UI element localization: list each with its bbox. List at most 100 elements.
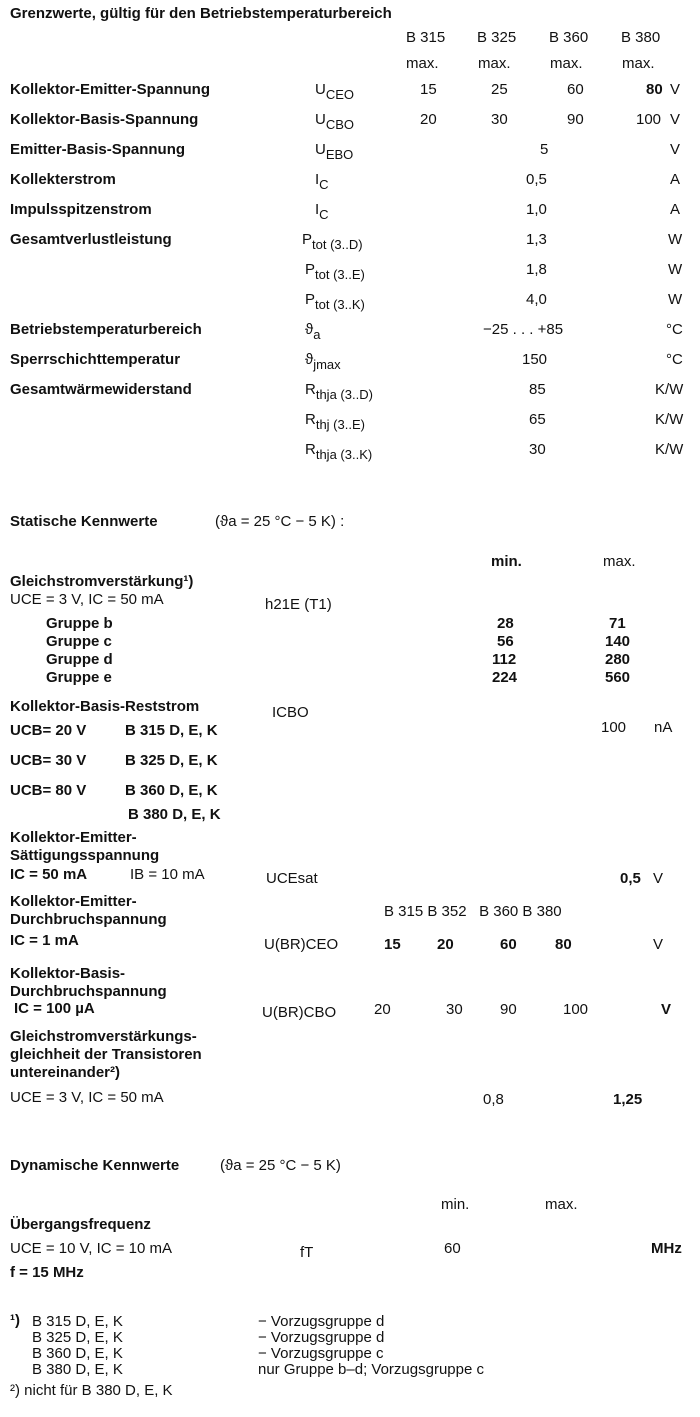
unit: V — [653, 936, 664, 953]
value: 112 — [492, 651, 517, 668]
param-symbol: UCEO — [315, 81, 355, 102]
param-symbol: ICBO — [272, 704, 309, 721]
unit: nA — [654, 719, 673, 736]
value: 0,8 — [483, 1091, 504, 1108]
condition: UCB= 20 V — [10, 722, 87, 739]
param-symbol: Ptot (3..D) — [302, 231, 363, 252]
value: 90 — [500, 1001, 517, 1018]
footnote-2: ²) nicht für B 380 D, E, K — [10, 1382, 173, 1399]
param-symbol: Ptot (3..K) — [305, 291, 365, 312]
type-list: B 315 D, E, K — [125, 722, 218, 739]
param-label: gleichheit der Transistoren — [10, 1046, 202, 1063]
value: 150 — [522, 351, 548, 368]
condition: f = 15 MHz — [10, 1264, 84, 1281]
param-symbol: UEBO — [315, 141, 354, 162]
param-symbol: Rthja (3..D) — [305, 381, 373, 402]
max-header: max. — [478, 55, 511, 72]
value: 100 — [636, 111, 662, 128]
value: 25 — [491, 81, 508, 98]
param-symbol: fT — [300, 1244, 314, 1261]
param-label: Betriebstemperaturbereich — [10, 321, 202, 338]
max-header: max. — [622, 55, 655, 72]
param-symbol: Rthja (3..K) — [305, 441, 373, 462]
param-label: untereinander²) — [10, 1064, 121, 1081]
param-label: Kollekterstrom — [10, 171, 116, 188]
param-symbol: ϑjmax — [305, 351, 341, 372]
param-label: Sperrschichttemperatur — [10, 351, 181, 368]
footnote-mark: ¹) — [10, 1312, 20, 1329]
value: 56 — [497, 633, 514, 650]
value: 100 — [601, 719, 627, 736]
unit: A — [670, 201, 681, 218]
condition: IC = 50 mA — [10, 866, 88, 883]
value: 60 — [500, 936, 517, 953]
param-label: Durchbruchspannung — [10, 911, 167, 928]
value: 60 — [444, 1240, 461, 1257]
max-header: max. — [603, 553, 636, 570]
param-label: Impulsspitzenstrom — [10, 201, 152, 218]
unit: MHz — [651, 1240, 682, 1257]
condition: IB = 10 mA — [130, 866, 205, 883]
param-symbol: h21E (T1) — [265, 596, 332, 613]
unit: °C — [666, 351, 683, 368]
type-header: B 325 — [477, 29, 517, 46]
value: 20 — [374, 1001, 391, 1018]
param-label: Gleichstromverstärkung¹) — [10, 573, 194, 590]
value: 100 — [563, 1001, 589, 1018]
param-symbol: ϑa — [305, 321, 321, 342]
group-name: Gruppe d — [46, 651, 113, 668]
footnote-note: − Vorzugsgruppe c — [258, 1345, 384, 1362]
unit: V — [661, 1001, 672, 1018]
value: 60 — [567, 81, 584, 98]
value: 65 — [529, 411, 546, 428]
dynamic-title: Dynamische Kennwerte — [10, 1157, 180, 1174]
footnote-note: − Vorzugsgruppe d — [258, 1313, 385, 1330]
value: 71 — [609, 615, 626, 632]
unit: °C — [666, 321, 683, 338]
static-title: Statische Kennwerte — [10, 513, 158, 530]
footnote-types: B 360 D, E, K — [32, 1345, 123, 1362]
value: −25 . . . +85 — [483, 321, 564, 338]
unit: V — [670, 111, 681, 128]
value: 20 — [420, 111, 437, 128]
value: 90 — [567, 111, 584, 128]
value: 1,0 — [526, 201, 547, 218]
unit: W — [668, 291, 683, 308]
param-symbol: UCEsat — [266, 870, 318, 887]
footnote-types: B 325 D, E, K — [32, 1329, 123, 1346]
value: 1,8 — [526, 261, 547, 278]
unit: K/W — [655, 411, 684, 428]
value: 560 — [605, 669, 631, 686]
value: 0,5 — [526, 171, 547, 188]
unit: W — [668, 231, 683, 248]
footnote-types: B 315 D, E, K — [32, 1313, 123, 1330]
condition: UCE = 3 V, IC = 50 mA — [10, 591, 164, 608]
value: 30 — [529, 441, 546, 458]
param-label: Kollektor-Emitter- — [10, 829, 137, 846]
value: 15 — [384, 936, 401, 953]
group-name: Gruppe e — [46, 669, 112, 686]
param-label: Kollektor-Basis-Reststrom — [10, 698, 200, 715]
value: 20 — [437, 936, 454, 953]
value: 140 — [605, 633, 631, 650]
max-header: max. — [545, 1196, 578, 1213]
unit: A — [670, 171, 681, 188]
param-label: Gesamtverlustleistung — [10, 231, 172, 248]
static-condition: (ϑa = 25 °C − 5 K) : — [215, 513, 345, 530]
max-header: max. — [406, 55, 439, 72]
type-header: B 380 — [621, 29, 661, 46]
param-symbol: UCBO — [315, 111, 355, 132]
param-label: Sättigungsspannung — [10, 847, 160, 864]
type-header: B 315 — [406, 29, 446, 46]
unit: K/W — [655, 381, 684, 398]
dynamic-condition: (ϑa = 25 °C − 5 K) — [220, 1157, 341, 1174]
footnote-types: B 380 D, E, K — [32, 1361, 123, 1378]
value: 15 — [420, 81, 437, 98]
type-header: B 360 — [549, 29, 589, 46]
param-symbol: Rthj (3..E) — [305, 411, 365, 432]
condition: IC = 1 mA — [10, 932, 79, 949]
param-symbol: U(BR)CBO — [262, 1004, 337, 1021]
value: 1,3 — [526, 231, 547, 248]
type-list: B 360 D, E, K — [125, 782, 218, 799]
condition: UCE = 10 V, IC = 10 mA — [10, 1240, 173, 1257]
